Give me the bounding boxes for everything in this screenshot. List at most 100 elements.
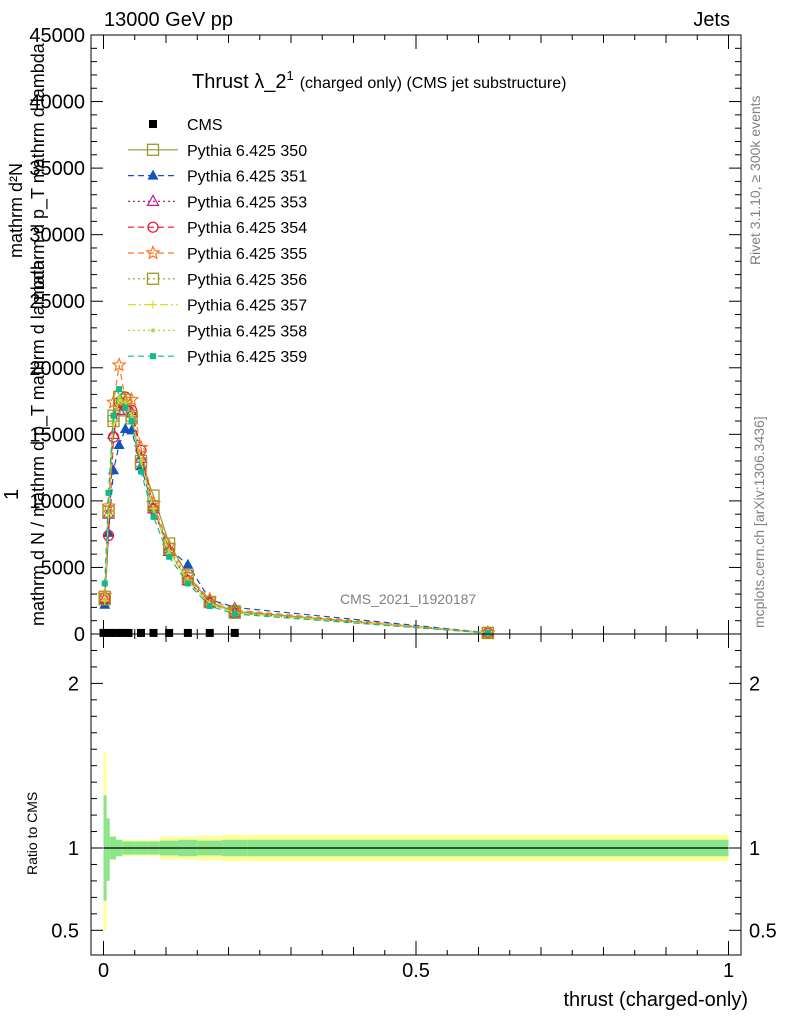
legend-label: Pythia 6.425 358 <box>187 323 307 340</box>
legend-label: Pythia 6.425 351 <box>187 169 307 186</box>
series-point <box>105 489 112 496</box>
legend-label: Pythia 6.425 359 <box>187 349 307 366</box>
ratio-band-stat <box>106 818 110 881</box>
series-point <box>484 630 491 637</box>
series-point <box>151 506 156 511</box>
chart-title: Thrust λ_21 (charged only) (CMS jet subst… <box>192 68 566 93</box>
y-tick-label: 5000 <box>41 557 86 579</box>
y-tick-label: 15000 <box>29 424 85 446</box>
series-point <box>122 404 129 411</box>
y-tick-label: 35000 <box>29 158 85 180</box>
ratio-panel: 0 0.5 1 0.5 0.5 1 1 2 2 <box>51 633 777 982</box>
data-point <box>205 628 214 637</box>
series-point <box>123 391 140 407</box>
legend-item: Pythia 6.425 358 <box>128 323 307 340</box>
legend-item: Pythia 6.425 353 <box>128 194 307 211</box>
series-point <box>102 598 107 603</box>
legend-marker <box>150 353 156 360</box>
legend-marker <box>146 194 160 206</box>
series-point <box>111 357 127 372</box>
series-point <box>126 424 138 435</box>
chart-title-suffix: (charged only) (CMS jet substructure) <box>300 75 567 92</box>
data-point <box>230 628 239 637</box>
series-point <box>150 513 157 520</box>
data-point <box>149 628 158 637</box>
legend-item: Pythia 6.425 356 <box>128 272 307 289</box>
y-tick-label: 45000 <box>29 25 85 47</box>
header-right: Jets <box>693 9 730 31</box>
legend-item: Pythia 6.425 355 <box>128 244 307 263</box>
ratio-y-label: Ratio to CMS <box>24 792 40 875</box>
y-tick-label: 25000 <box>29 291 85 313</box>
ratio-frame <box>90 633 742 956</box>
legend-marker <box>149 120 157 128</box>
series-point <box>107 431 120 443</box>
y-tick-label: 30000 <box>29 225 85 247</box>
series-point <box>231 611 238 618</box>
legend-marker <box>146 272 160 285</box>
x-axis-label: thrust (charged-only) <box>563 989 748 1011</box>
series-point <box>206 603 213 610</box>
legend-item: Pythia 6.425 354 <box>128 220 307 237</box>
series-point <box>166 553 173 560</box>
series-point <box>101 580 108 587</box>
legend-label: Pythia 6.425 354 <box>187 220 307 237</box>
legend-label: Pythia 6.425 357 <box>187 298 307 315</box>
series-point <box>128 418 135 425</box>
ratio-y-tick-label-left: 1 <box>68 838 79 860</box>
legend-label: Pythia 6.425 356 <box>187 272 307 289</box>
legend-label: Pythia 6.425 353 <box>187 194 307 211</box>
legend-label: Pythia 6.425 355 <box>187 246 307 263</box>
series-point <box>139 458 143 463</box>
series-point <box>110 412 117 419</box>
data-point <box>112 628 120 637</box>
series-point <box>119 423 131 434</box>
legend-item: Pythia 6.425 359 <box>128 349 307 366</box>
x-tick-label: 1 <box>723 960 734 982</box>
y-axis-label-top-den: mathrm d p_T mathrm d lambda <box>28 42 49 300</box>
legend-label: Pythia 6.425 350 <box>187 143 307 160</box>
series-point <box>167 549 172 554</box>
data-point <box>124 628 133 637</box>
ratio-y-tick-label-right: 1 <box>749 838 760 860</box>
data-point <box>118 628 127 637</box>
y-tick-label: 40000 <box>29 92 85 114</box>
y-tick-label: 0 <box>74 624 85 646</box>
data-series-cms <box>99 628 239 637</box>
series-point <box>135 460 147 471</box>
x-tick-label: 0 <box>98 960 109 982</box>
series-9 <box>101 386 491 637</box>
series-point <box>116 386 123 393</box>
series-point <box>134 454 148 468</box>
legend-label: CMS <box>187 117 223 134</box>
chart-title-sup: 1 <box>286 68 293 83</box>
series-point <box>102 529 115 542</box>
main-panel: 0 5000 10000 15000 20000 25000 30000 35000 40000… <box>29 25 742 646</box>
header-left: 13000 GeV pp <box>104 9 233 31</box>
y-axis-label-denominator: mathrm d N / mathrm d p_T mathrm d lambd… <box>28 259 49 626</box>
series-point <box>103 526 114 537</box>
legend-marker <box>147 169 159 180</box>
legend-marker <box>147 221 159 233</box>
legend-marker <box>145 244 161 260</box>
y-tick-label: 10000 <box>29 491 85 513</box>
series-point <box>184 580 191 587</box>
series-point <box>113 438 125 449</box>
data-point <box>99 628 108 637</box>
legend-marker <box>149 300 157 309</box>
y-axis-label-numerator: 1 <box>1 489 23 500</box>
x-tick-label: 0.5 <box>402 960 430 982</box>
rivet-label: Rivet 3.1.10, ≥ 300k events <box>747 95 763 265</box>
legend-marker <box>146 143 160 156</box>
series-point <box>117 395 122 400</box>
data-point <box>165 628 174 637</box>
watermark: CMS_2021_I1920187 <box>340 591 476 607</box>
ratio-y-tick-label-right: 0.5 <box>749 920 777 942</box>
mcplots-label: mcplots.cern.ch [arXiv:1306.3436] <box>751 416 767 628</box>
legend-marker <box>151 328 155 333</box>
data-point <box>183 628 192 637</box>
ratio-y-tick-label-left: 2 <box>68 673 79 695</box>
legend-item: CMS <box>149 117 223 134</box>
data-point <box>105 628 114 637</box>
series-point <box>182 558 194 569</box>
